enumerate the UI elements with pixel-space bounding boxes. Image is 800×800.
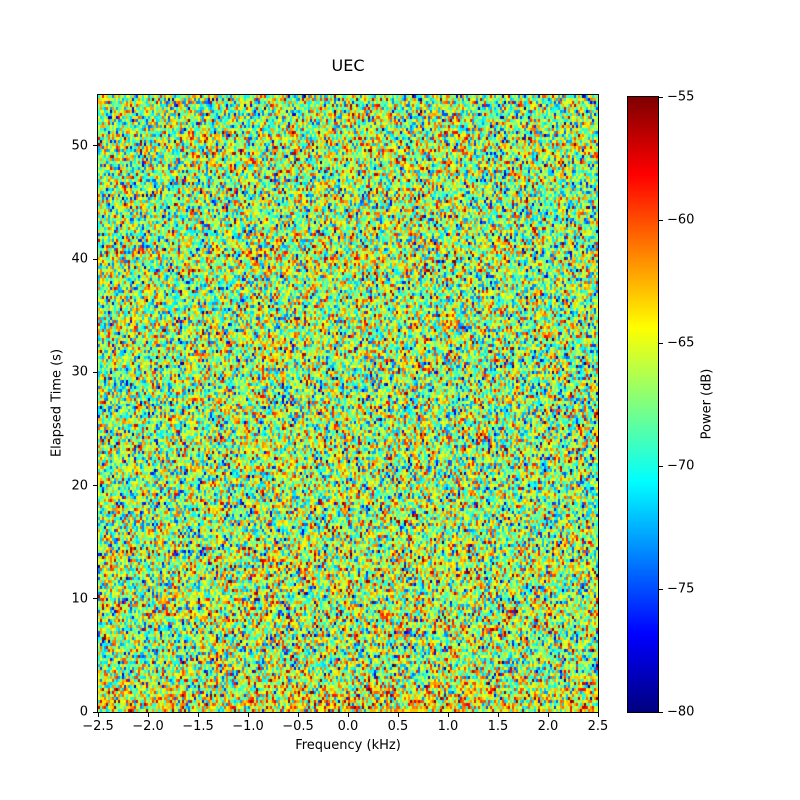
y-tick-mark — [93, 371, 97, 373]
plot-title: UEC — [331, 56, 365, 75]
x-axis-label: Frequency (kHz) — [295, 738, 401, 753]
colorbar-tick-label: −70 — [667, 458, 695, 474]
y-tick-label: 50 — [71, 138, 88, 154]
x-tick-label: 0.5 — [387, 719, 409, 734]
x-tick-mark — [497, 713, 499, 717]
y-tick-label: 30 — [71, 364, 88, 380]
colorbar-tick-mark — [659, 711, 663, 713]
colorbar-tick-mark — [659, 96, 663, 98]
x-tick-label: 1.5 — [487, 719, 509, 734]
x-tick-mark — [447, 713, 449, 717]
x-tick-mark — [147, 713, 149, 717]
x-tick-label: −2.5 — [82, 719, 114, 734]
x-tick-label: 1.0 — [437, 719, 459, 734]
y-tick-label: 40 — [71, 251, 88, 267]
x-tick-mark — [397, 713, 399, 717]
x-tick-mark — [597, 713, 599, 717]
y-tick-label: 10 — [71, 591, 88, 607]
x-tick-label: −2.0 — [132, 719, 164, 734]
colorbar-tick-label: −65 — [667, 335, 695, 351]
x-tick-label: −1.5 — [182, 719, 214, 734]
colorbar-tick-label: −55 — [667, 89, 695, 105]
x-tick-mark — [297, 713, 299, 717]
colorbar-tick-label: −75 — [667, 581, 695, 597]
colorbar-tick-mark — [659, 342, 663, 344]
y-tick-mark — [93, 258, 97, 260]
x-tick-mark — [97, 713, 99, 717]
colorbar-tick-label: −60 — [667, 212, 695, 228]
x-tick-mark — [347, 713, 349, 717]
colorbar-label: Power (dB) — [699, 368, 715, 440]
colorbar — [627, 96, 659, 713]
colorbar-gradient — [628, 97, 658, 712]
x-tick-label: 2.0 — [537, 719, 559, 734]
y-tick-mark — [93, 598, 97, 600]
y-tick-label: 0 — [79, 704, 88, 720]
colorbar-tick-mark — [659, 588, 663, 590]
colorbar-tick-label: −80 — [667, 704, 695, 720]
x-tick-mark — [197, 713, 199, 717]
x-tick-label: −0.5 — [282, 719, 314, 734]
colorbar-tick-mark — [659, 465, 663, 467]
x-tick-label: 2.5 — [587, 719, 609, 734]
y-tick-mark — [93, 711, 97, 713]
x-tick-label: 0.0 — [337, 719, 359, 734]
x-tick-mark — [547, 713, 549, 717]
plot-area — [97, 94, 599, 713]
x-tick-mark — [247, 713, 249, 717]
spectrogram-heatmap — [98, 95, 598, 712]
colorbar-tick-mark — [659, 219, 663, 221]
y-tick-label: 20 — [71, 478, 88, 494]
x-tick-label: −1.0 — [232, 719, 264, 734]
y-tick-mark — [93, 145, 97, 147]
y-tick-mark — [93, 485, 97, 487]
